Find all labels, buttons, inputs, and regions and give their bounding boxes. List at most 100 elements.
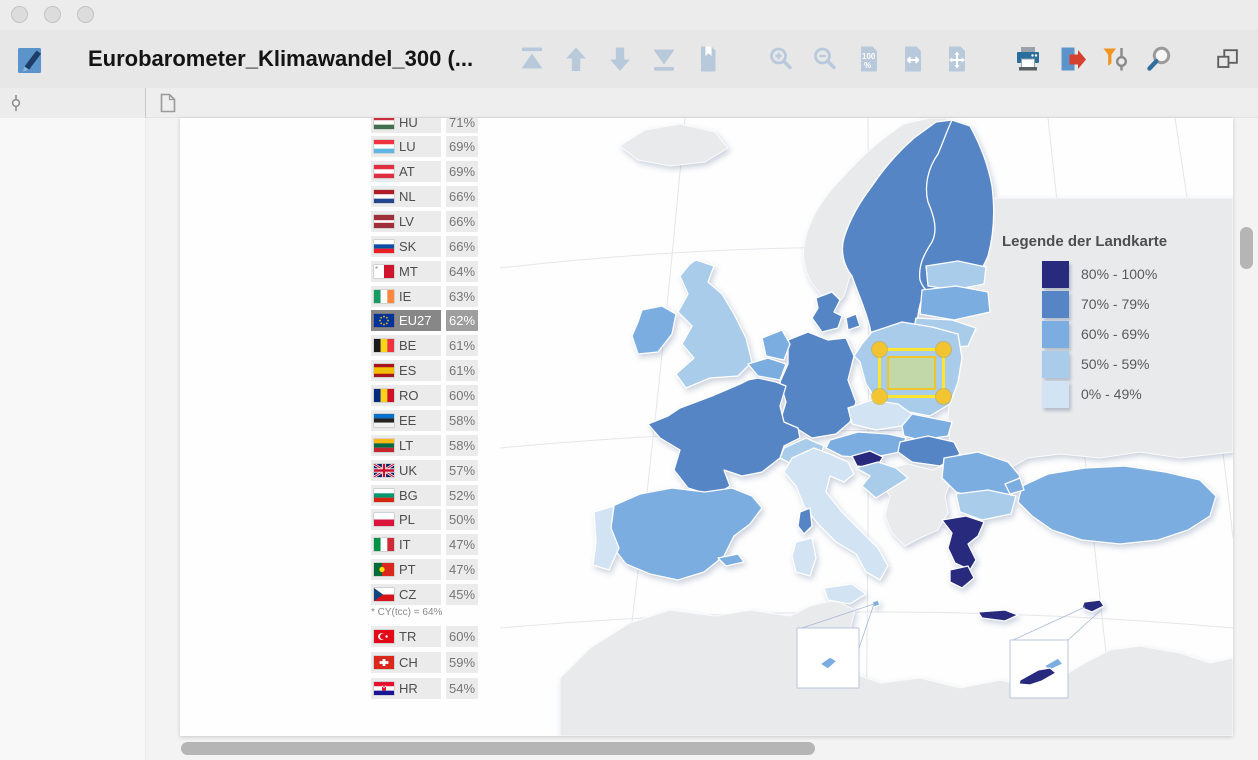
go-previous-page-button[interactable]: [559, 42, 593, 76]
selection-fill: [887, 356, 936, 390]
country-code: LT: [399, 437, 414, 453]
fit-width-icon: [905, 46, 921, 72]
map-country-croatia: [855, 461, 909, 499]
map-country-belgium: [747, 357, 787, 381]
country-label-chip: PL: [371, 509, 441, 531]
map-country-iceland: [619, 123, 729, 167]
selection-handle-bottom-left[interactable]: [872, 389, 887, 404]
coding-stripe-column-header: [0, 88, 146, 118]
map-country-denmark: [811, 291, 843, 333]
legend-swatch: [1042, 320, 1069, 348]
fit-page-button[interactable]: [940, 42, 974, 76]
go-next-page-button[interactable]: [603, 42, 637, 76]
country-value-chip: 71%: [446, 118, 478, 133]
map-legend: Legende der Landkarte 80% - 100% 70% - 79…: [1000, 233, 1210, 409]
selection-rectangle[interactable]: [872, 342, 951, 404]
export-button[interactable]: [1055, 42, 1089, 76]
map-country-spain: [601, 487, 763, 581]
go-last-page-button[interactable]: [647, 42, 681, 76]
vertical-scrollbar-thumb[interactable]: [1240, 227, 1253, 269]
print-button[interactable]: [1011, 42, 1045, 76]
country-value-chip: 47%: [446, 559, 478, 581]
country-label-chip: BE: [371, 335, 441, 357]
fit-width-button[interactable]: [896, 42, 930, 76]
legend-label: 60% - 69%: [1081, 326, 1150, 342]
map-country-cyprus-inset: [1018, 667, 1057, 686]
country-value-chip: 54%: [446, 678, 478, 699]
europe-map: [500, 118, 1233, 736]
zoom-in-button[interactable]: [764, 42, 798, 76]
es-flag-icon: [374, 364, 394, 378]
country-label-chip: LT: [371, 434, 441, 456]
country-label-chip: SK: [371, 235, 441, 257]
map-north-africa: [559, 599, 1233, 736]
sk-flag-icon: [374, 239, 394, 253]
legend-item-2: 60% - 69%: [1042, 319, 1210, 349]
lu-flag-icon: [374, 140, 394, 154]
country-label-chip: UK: [371, 459, 441, 481]
print-icon: [1017, 47, 1039, 71]
country-value-chip: 60%: [446, 626, 478, 647]
map-insets: [796, 603, 1102, 699]
country-label-chip: RO: [371, 385, 441, 407]
uk-flag-icon: [373, 462, 395, 478]
title-bar: [0, 0, 1258, 30]
country-code: PT: [399, 562, 416, 578]
country-value-chip: 60%: [446, 385, 478, 407]
bookmarks-button[interactable]: [691, 42, 725, 76]
hu-flag-icon: [374, 118, 394, 129]
country-value-chip: 66%: [446, 235, 478, 257]
edit-mode-icon[interactable]: [17, 44, 44, 79]
coding-stripes-icon[interactable]: [8, 93, 24, 118]
undock-button[interactable]: [1214, 46, 1242, 74]
zoom-100-icon: 100%: [861, 46, 877, 72]
country-value-chip: 58%: [446, 434, 478, 456]
zoom-window-button[interactable]: [77, 6, 94, 23]
legend-item-3: 50% - 59%: [1042, 349, 1210, 379]
country-value-chip: 61%: [446, 360, 478, 382]
country-value-chip: 63%: [446, 285, 478, 307]
country-value-chip: 50%: [446, 509, 478, 531]
zoom-100-button[interactable]: 100%: [852, 42, 886, 76]
svg-text:%: %: [864, 61, 871, 70]
map-country-denmark-island: [845, 313, 861, 331]
zoom-out-button[interactable]: [808, 42, 842, 76]
close-button[interactable]: [11, 6, 28, 23]
map-country-bulgaria: [955, 489, 1017, 521]
selection-handle-top-left[interactable]: [872, 342, 887, 357]
map-country-turkey-europe: [1004, 477, 1025, 495]
legend-item-0: 80% - 100%: [1042, 259, 1210, 289]
country-label-chip: LV: [371, 210, 441, 232]
hr-flag-icon: [374, 682, 394, 695]
country-code: IT: [399, 537, 411, 553]
minimize-button[interactable]: [44, 6, 61, 23]
selection-handle-bottom-right[interactable]: [936, 389, 951, 404]
at-flag-icon: [374, 165, 394, 179]
horizontal-scrollbar-thumb[interactable]: [181, 742, 815, 755]
it-flag-icon: [374, 538, 394, 552]
country-code: NL: [399, 189, 416, 205]
country-code: MT: [399, 263, 418, 279]
search-button[interactable]: [1143, 42, 1177, 76]
eu27-flag-icon: [374, 314, 394, 328]
country-value-chip: 69%: [446, 161, 478, 183]
country-value-chip: 61%: [446, 335, 478, 357]
bookmarks-icon: [701, 46, 716, 72]
country-value-chip: 59%: [446, 652, 478, 673]
country-value-chip: 58%: [446, 409, 478, 431]
export-icon: [1061, 47, 1086, 71]
country-value-chip: 52%: [446, 484, 478, 506]
legend-swatch: [1042, 260, 1069, 288]
filter-button[interactable]: [1099, 42, 1133, 76]
legend-item-1: 70% - 79%: [1042, 289, 1210, 319]
lt-flag-icon: [374, 438, 394, 452]
country-label-chip: HU: [371, 118, 441, 133]
document-title: Eurobarometer_Klimawandel_300 (...: [88, 46, 474, 71]
map-country-sicily: [823, 583, 867, 605]
document-icon[interactable]: [158, 93, 177, 118]
country-value-chip: 66%: [446, 186, 478, 208]
document-browser-toolbar: Eurobarometer_Klimawandel_300 (... 100%: [0, 30, 1258, 88]
go-first-page-button[interactable]: [515, 42, 549, 76]
selection-handle-top-right[interactable]: [936, 342, 951, 357]
country-code: TR: [399, 629, 417, 644]
